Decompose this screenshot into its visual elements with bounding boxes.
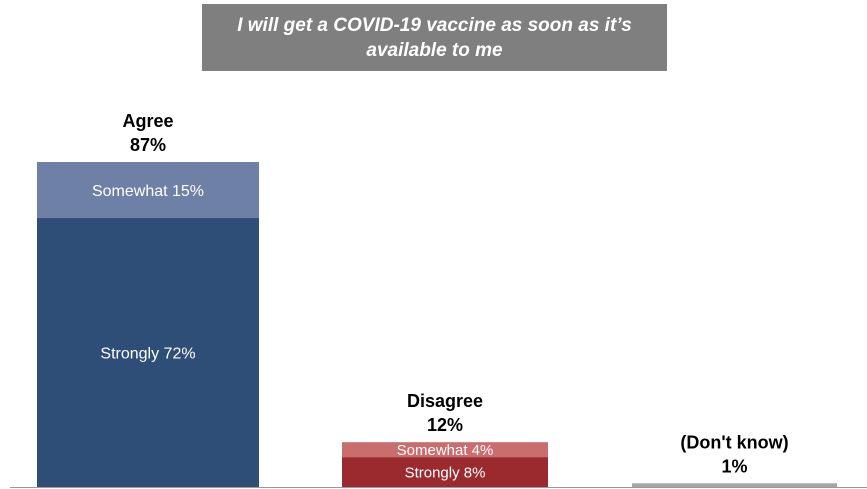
total-label-disagree: 12%	[427, 415, 463, 435]
chart-title: I will get a COVID-19 vaccine as soon as…	[202, 4, 667, 71]
segment-label-disagree-strongly: Strongly 8%	[405, 464, 486, 481]
bar-disagree-somewhat	[342, 442, 548, 458]
category-label-disagree: Disagree	[407, 391, 483, 411]
segment-label-disagree-somewhat: Somewhat 4%	[397, 442, 494, 459]
bar-disagree-strongly	[342, 457, 548, 487]
total-label-agree: 87%	[130, 135, 166, 155]
segment-label-agree-strongly: Strongly 72%	[100, 345, 195, 362]
segment-label-agree-somewhat: Somewhat 15%	[92, 183, 204, 200]
total-label-don-t-know: 1%	[721, 456, 747, 476]
category-label-agree: Agree	[122, 111, 173, 131]
bar-agree-strongly	[37, 218, 259, 487]
category-label-don-t-know: (Don't know)	[680, 432, 788, 452]
bar-agree-somewhat	[37, 162, 259, 219]
bar-don-t-know-don-t-know	[632, 483, 837, 487]
